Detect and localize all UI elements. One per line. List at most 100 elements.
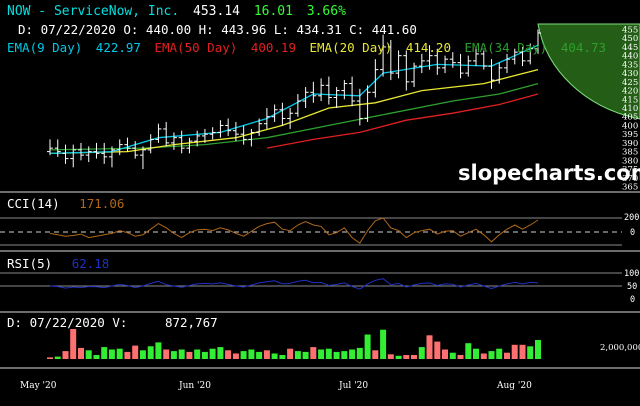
price-bar	[519, 46, 526, 67]
price-bar	[287, 108, 294, 129]
price-tick-label: 380	[622, 156, 638, 166]
volume-bar	[271, 353, 278, 359]
price-bar	[271, 104, 278, 122]
price-bar	[527, 43, 534, 65]
volume-bar	[302, 351, 309, 359]
volume-bar	[511, 344, 518, 359]
x-label-may: May '20	[20, 381, 57, 391]
price-tick-label: 365	[622, 183, 638, 193]
price-bar	[434, 48, 441, 75]
volume-bar	[519, 344, 526, 359]
volume-bar	[194, 349, 201, 359]
x-label-jul: Jul '20	[338, 381, 368, 391]
price-bar	[325, 76, 332, 105]
volume-bar	[93, 355, 100, 359]
price-tick-label: 415	[622, 95, 638, 105]
price-bar	[263, 108, 270, 129]
rsi-tick-0: 0	[630, 295, 635, 305]
price-bar	[457, 53, 464, 79]
price-bar	[256, 118, 263, 136]
header-quote: NOW - ServiceNow, Inc. 453.14 16.01 3.66…	[7, 4, 346, 19]
volume-bar	[341, 351, 348, 359]
price-tick-label: 405	[622, 113, 638, 123]
price-bar	[201, 128, 208, 143]
volume-bar	[364, 334, 371, 359]
price-bar	[535, 29, 541, 54]
price-change-percent: 3.66%	[307, 4, 346, 19]
volume-bar	[116, 348, 123, 359]
price-bar	[496, 62, 503, 84]
price-bar	[310, 81, 317, 103]
rsi-value: 62.18	[72, 256, 110, 271]
volume-bar	[356, 347, 363, 359]
volume-bar	[217, 347, 224, 359]
volume-date-label: D: 07/22/2020 V:	[7, 315, 127, 330]
volume-bar	[325, 348, 332, 359]
volume-legend: D: 07/22/2020 V: 872,767	[7, 315, 218, 330]
price-bar	[178, 130, 185, 154]
price-bar	[387, 39, 394, 81]
volume-bar	[287, 348, 294, 359]
volume-bar	[209, 348, 216, 359]
volume-bar	[54, 356, 61, 359]
ema34-label: EMA(34 Day)	[465, 40, 548, 55]
price-candles	[47, 29, 541, 170]
volume-bars	[47, 329, 541, 359]
price-tick-label: 450	[622, 34, 638, 44]
price-bar	[108, 146, 115, 168]
volume-bar	[411, 355, 417, 359]
price-bar	[240, 125, 247, 145]
cci-tick-200: 200	[624, 213, 639, 223]
cci-legend: CCI(14) 171.06	[7, 196, 124, 211]
ema9-label: EMA(9 Day)	[7, 40, 82, 55]
price-bar	[465, 55, 472, 77]
ema20-label: EMA(20 Day)	[310, 40, 393, 55]
price-bar	[302, 87, 309, 108]
volume-bar	[178, 349, 185, 359]
price-bar	[93, 142, 100, 159]
price-tick-label: 430	[622, 69, 638, 79]
volume-value: 872,767	[165, 315, 218, 330]
price-bar	[411, 62, 418, 88]
price-bar	[418, 53, 425, 74]
volume-bar	[47, 357, 53, 359]
price-bar	[372, 59, 379, 98]
price-bar	[62, 144, 69, 164]
symbol-title: NOW - ServiceNow, Inc.	[7, 4, 179, 19]
price-bar	[395, 50, 402, 79]
price-bar	[124, 137, 131, 152]
price-bar	[70, 144, 77, 168]
volume-bar	[527, 346, 534, 359]
volume-bar	[256, 351, 263, 359]
price-bar	[449, 52, 456, 68]
price-tick-label: 445	[622, 43, 638, 53]
volume-bar	[186, 351, 193, 359]
volume-bar	[418, 347, 425, 359]
volume-bar	[535, 340, 541, 359]
volume-bar	[310, 347, 317, 359]
volume-bar	[496, 348, 503, 359]
price-bar	[248, 128, 255, 147]
ohlc-readout: D: 07/22/2020 O: 440.00 H: 443.96 L: 434…	[18, 22, 417, 37]
price-tick-label: 390	[622, 139, 638, 149]
price-bar	[47, 139, 53, 156]
price-tick-label: 435	[622, 60, 638, 70]
volume-bar	[294, 351, 301, 359]
price-tick-label: 410	[622, 104, 638, 114]
volume-bar	[380, 329, 387, 359]
ema50-value: 400.19	[251, 40, 296, 55]
price-bar	[403, 50, 410, 91]
price-bar	[101, 142, 108, 164]
price-bar	[155, 123, 162, 143]
volume-bar	[139, 350, 146, 359]
volume-bar	[480, 353, 487, 359]
volume-bar	[465, 343, 472, 359]
price-bar	[488, 59, 495, 89]
volume-bar	[248, 349, 255, 359]
price-bar	[147, 134, 154, 154]
watermark: slopecharts.com	[458, 161, 640, 185]
rsi-tick-50: 50	[627, 282, 637, 292]
cci-tick-0: 0	[630, 228, 635, 238]
price-bar	[139, 146, 146, 170]
